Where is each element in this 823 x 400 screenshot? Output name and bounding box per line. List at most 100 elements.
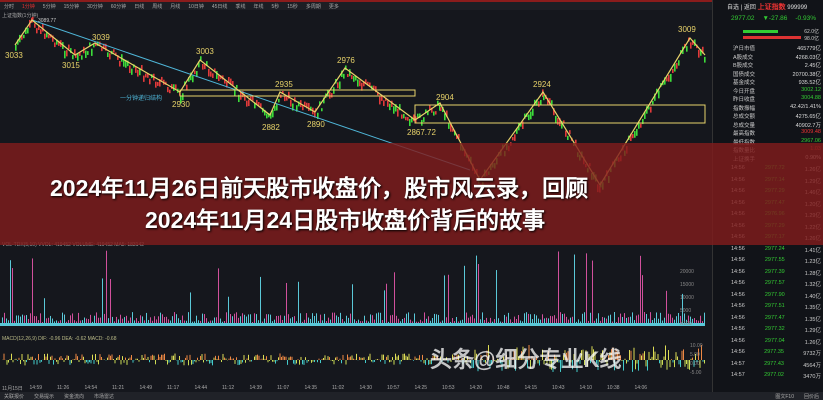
period-tab[interactable]: 多周期 (305, 4, 321, 10)
macd-tick: -5.00 (690, 370, 702, 376)
macd-bar (551, 360, 552, 370)
period-tab[interactable]: 分时 (4, 4, 15, 10)
period-tab[interactable]: 30分钟 (87, 4, 103, 10)
macd-bar (219, 359, 221, 360)
macd-bar (305, 357, 306, 360)
volume-bar (120, 314, 121, 325)
macd-bar (444, 358, 446, 360)
bottom-tab[interactable]: 资金流向 (64, 394, 85, 400)
volume-bar (398, 318, 399, 325)
candle (103, 43, 105, 50)
period-tab[interactable]: 10日钟 (188, 4, 204, 10)
volume-bar (558, 251, 559, 325)
macd-bar (608, 355, 609, 360)
volume-bar (14, 320, 15, 325)
macd-bar (650, 358, 651, 360)
macd-bar (294, 360, 296, 365)
volume-bar (564, 313, 565, 325)
candle (454, 130, 456, 136)
volume-bar (16, 315, 17, 325)
trade-volume: 1.23亿 (804, 259, 821, 265)
candle (425, 109, 427, 114)
bottom-tab[interactable]: 市场雷达 (94, 394, 115, 400)
macd-bar (123, 360, 125, 363)
volume-bar (266, 314, 267, 325)
macd-bar (558, 360, 560, 363)
candle (367, 81, 369, 86)
volume-bar (600, 320, 601, 325)
candle (21, 35, 23, 40)
pivot-label: 3003 (196, 47, 214, 56)
trade-time: 14:56 (731, 326, 745, 332)
macd-bar (248, 354, 249, 360)
macd-bar (32, 356, 33, 360)
volume-bar (258, 320, 259, 325)
macd-bar (116, 358, 117, 360)
macd-bar (185, 357, 186, 360)
period-tab[interactable]: 1分钟 (22, 4, 35, 10)
candle (375, 86, 377, 93)
trade-volume: 1.41亿 (804, 247, 821, 254)
volume-bar (52, 318, 53, 325)
stat-value: 4275.65亿 (795, 114, 821, 120)
period-tab[interactable]: 更多 (328, 4, 339, 10)
volume-bar (590, 312, 591, 325)
macd-bar (120, 360, 122, 365)
candle (32, 16, 34, 22)
period-tab[interactable]: 年线 (253, 4, 264, 10)
period-tab[interactable]: 15分钟 (63, 4, 80, 10)
candle (260, 103, 262, 108)
macd-bar (641, 355, 642, 360)
candle (216, 71, 218, 79)
period-tab[interactable]: 周线 (152, 4, 163, 10)
volume-bar (246, 316, 247, 325)
volume-bar (456, 316, 457, 325)
period-tab[interactable]: 月线 (170, 4, 181, 10)
macd-bar (438, 359, 440, 360)
volume-bar (618, 317, 619, 325)
volume-bar (670, 314, 671, 325)
period-tab[interactable]: 5秒 (271, 4, 280, 10)
stat-label: 总成交额 (733, 114, 756, 120)
macd-bar (587, 360, 588, 367)
macd-bar (147, 356, 149, 360)
trade-row: 14:56 2977.57 1.32亿 (731, 280, 821, 288)
candle (355, 76, 357, 81)
candle (155, 81, 157, 88)
candle (256, 99, 258, 105)
macd-bar (638, 360, 639, 371)
bottom-right-tab[interactable]: 图文F10 (775, 394, 794, 400)
period-tab[interactable]: 60分钟 (110, 4, 127, 10)
macd-bar (290, 356, 291, 360)
stat-label: 基金成交 (733, 80, 756, 86)
trade-price: 2977.51 (764, 303, 785, 309)
period-tab[interactable]: 5分钟 (42, 4, 56, 10)
period-tab[interactable]: 45日线 (211, 4, 228, 10)
nav-tabs[interactable]: 自选 | 返回 (727, 5, 756, 11)
volume-bar (136, 318, 137, 325)
macd-bar (561, 360, 563, 369)
trade-time: 14:56 (731, 280, 745, 286)
volume-bar (50, 315, 51, 325)
volume-bar (70, 315, 71, 325)
macd-bar (380, 360, 381, 362)
candle (202, 64, 204, 70)
volume-bar (698, 320, 699, 325)
macd-bar (29, 358, 30, 360)
candle (440, 107, 442, 112)
bottom-tab[interactable]: 关联报价 (4, 394, 25, 400)
bottom-tab[interactable]: 交易提示 (34, 394, 55, 400)
candle (532, 108, 534, 116)
candle (143, 75, 145, 82)
volume-bar (226, 312, 227, 325)
period-tab[interactable]: 日线 (134, 4, 145, 10)
period-tab[interactable]: 季线 (235, 4, 246, 10)
macd-bar (270, 355, 272, 360)
candle (34, 23, 36, 28)
bottom-right-tab[interactable]: 回价后 (803, 394, 819, 400)
period-tab[interactable]: 15秒 (287, 4, 298, 10)
macd-bar (585, 350, 587, 360)
volume-bar (234, 313, 235, 325)
volume-bar (382, 320, 383, 325)
volume-bar (486, 317, 487, 325)
